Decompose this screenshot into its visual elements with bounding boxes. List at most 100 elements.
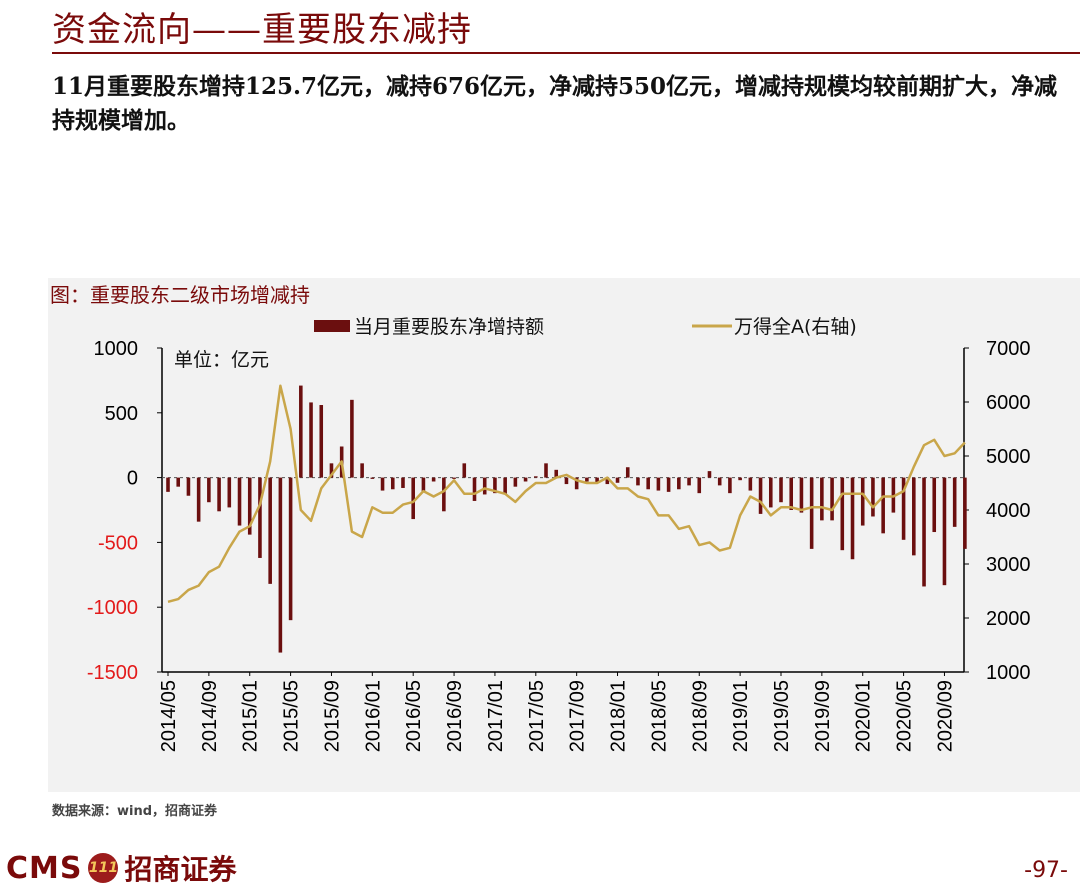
bar	[196, 477, 201, 522]
left-axis-tick-label: 500	[105, 403, 138, 425]
logo-cms-text: CMS	[6, 850, 83, 886]
x-axis-tick-label: 2017/09	[567, 680, 589, 752]
bar	[809, 477, 814, 549]
bar	[319, 405, 324, 478]
logo-badge-icon: 111	[88, 853, 119, 883]
left-axis-tick-label: 1000	[94, 338, 139, 360]
bar	[585, 477, 589, 482]
bar	[299, 385, 303, 478]
bar	[309, 402, 313, 478]
bar	[411, 477, 415, 520]
x-axis-tick-label: 2017/05	[526, 680, 548, 752]
bar	[830, 477, 834, 521]
bar	[452, 477, 456, 479]
chart-panel: 图：重要股东二级市场增减持 当月重要股东净增持额 万得全A(右轴) 单位：亿元 …	[48, 278, 1080, 792]
x-axis-tick-label: 2014/09	[199, 680, 221, 752]
line-series	[167, 384, 966, 604]
left-axis-tick-label: -1500	[87, 662, 138, 684]
bar	[871, 477, 875, 517]
bar	[677, 477, 681, 490]
bar	[503, 477, 507, 495]
legend-line-label: 万得全A(右轴)	[734, 316, 857, 338]
right-axis-tick-label: 1000	[986, 662, 1031, 684]
bar	[932, 477, 937, 533]
right-axis-tick-label: 3000	[986, 554, 1031, 576]
bar	[697, 477, 702, 494]
x-axis-tick-label: 2016/01	[362, 680, 384, 752]
bar	[779, 477, 783, 503]
bar	[176, 477, 181, 487]
x-axis-tick-label: 2015/01	[240, 680, 262, 752]
bar	[237, 477, 242, 526]
x-axis-tick-label: 2018/05	[648, 680, 670, 752]
bar	[656, 477, 661, 491]
left-axis-tick-label: -1000	[87, 597, 138, 619]
bar	[942, 477, 947, 586]
legend-bar-swatch	[314, 320, 350, 332]
x-axis-tick-label: 2015/09	[321, 680, 343, 752]
bar	[799, 477, 804, 513]
bar	[227, 477, 232, 508]
bar	[687, 477, 691, 486]
bar	[431, 477, 436, 482]
right-axis-tick-label: 4000	[986, 500, 1031, 522]
bar	[442, 477, 446, 512]
bar	[768, 477, 773, 508]
bar	[666, 477, 671, 492]
bar	[247, 477, 252, 535]
bar	[881, 477, 885, 534]
bar	[646, 477, 650, 490]
bar	[574, 477, 579, 490]
x-axis-tick-label: 2018/01	[608, 680, 630, 752]
bar	[789, 477, 793, 510]
bar	[462, 463, 467, 478]
bar	[258, 477, 262, 558]
right-axis-tick-label: 7000	[986, 338, 1031, 360]
unit-label: 单位：亿元	[174, 349, 269, 371]
bar	[717, 477, 722, 486]
summary-text: 11月重要股东增持125.7亿元，减持676亿元，净减持550亿元，增减持规模均…	[52, 73, 1058, 134]
bar	[554, 469, 559, 478]
bar	[166, 477, 170, 492]
bar	[748, 477, 753, 491]
x-axis-tick-label: 2020/09	[934, 680, 956, 752]
bar	[595, 477, 599, 483]
page-number: -97-	[1024, 858, 1068, 883]
bar	[912, 477, 916, 556]
x-axis-tick-label: 2016/05	[403, 680, 425, 752]
bar	[860, 477, 865, 526]
right-axis-tick-label: 5000	[986, 446, 1031, 468]
bar	[952, 477, 957, 527]
legend-bar-label: 当月重要股东净增持额	[354, 316, 544, 338]
bar	[738, 477, 742, 481]
bar	[707, 471, 712, 478]
bar	[513, 477, 518, 487]
right-axis-tick-label: 6000	[986, 392, 1031, 414]
x-axis-labels: 2014/05 2014/09 2015/01 2015/05 2015/09 2016/…	[158, 672, 956, 752]
bar	[268, 477, 272, 584]
x-axis-tick-label: 2019/05	[771, 680, 793, 752]
x-axis-tick-label: 2019/01	[730, 680, 752, 752]
bar	[820, 477, 824, 521]
x-axis-tick-label: 2019/09	[812, 680, 834, 752]
page-title: 资金流向——重要股东减持	[52, 10, 472, 50]
x-axis-tick-label: 2018/09	[689, 680, 711, 752]
bar	[758, 477, 763, 514]
bar	[350, 399, 354, 478]
bar-series	[166, 385, 967, 653]
title-divider	[52, 52, 1080, 54]
bar	[472, 477, 477, 501]
bar	[625, 467, 630, 478]
bar	[564, 477, 569, 485]
x-axis-tick-label: 2020/05	[894, 680, 916, 752]
bar	[207, 477, 211, 503]
x-axis-tick-label: 2020/01	[853, 680, 875, 752]
bar	[493, 477, 497, 494]
bar	[370, 477, 375, 479]
bar	[615, 477, 620, 483]
left-axis-tick-label: 0	[127, 468, 138, 490]
bar	[728, 477, 732, 494]
logo-cn-text: 招商证券	[124, 853, 237, 886]
bar	[380, 477, 385, 491]
bar	[288, 477, 293, 621]
